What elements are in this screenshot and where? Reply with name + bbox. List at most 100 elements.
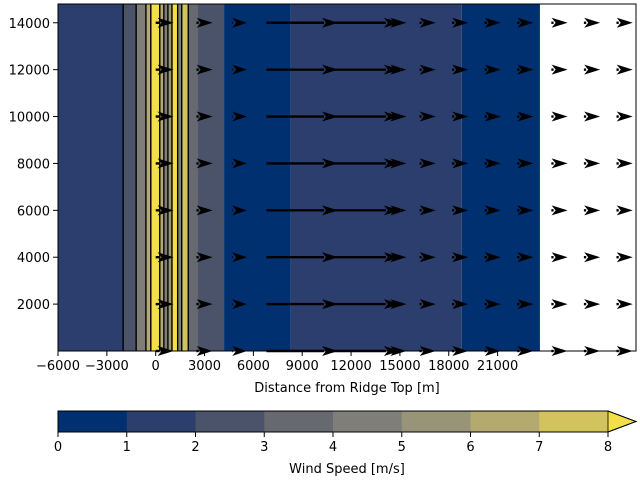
wind-vector-arrow (583, 17, 601, 28)
colorbar-segment (58, 411, 128, 432)
colorbar-segment (195, 411, 265, 432)
wind-vector-arrow (155, 299, 174, 310)
wind-vector-arrow (484, 64, 501, 75)
wind-speed-band (224, 4, 291, 351)
y-tick-label: 8000 (17, 157, 50, 172)
wind-speed-band (136, 4, 146, 351)
x-tick-label: 15000 (379, 359, 420, 374)
colorbar-tick-label: 3 (260, 440, 268, 455)
y-tick-label: 12000 (9, 64, 50, 79)
wind-vector-arrow (452, 64, 469, 75)
wind-vector-arrow (551, 158, 568, 169)
wind-vector-arrow (232, 64, 247, 75)
wind-vector-arrow (232, 158, 247, 169)
wind-vector-arrow (517, 299, 534, 310)
wind-vector-arrow (616, 111, 633, 122)
wind-speed-band (171, 4, 178, 351)
wind-speed-band (198, 4, 225, 351)
colorbar-segment (401, 411, 471, 432)
colorbar-segment (470, 411, 540, 432)
x-axis: −6000 −3000 0 3000 6000 9000 12000 15000 18000 21… (36, 351, 518, 374)
wind-speed-field (58, 4, 540, 351)
wind-vector-arrow (583, 64, 601, 75)
colorbar-tick-label: 4 (329, 440, 337, 455)
x-tick-label: 18000 (428, 359, 469, 374)
wind-vector-arrow (484, 205, 501, 216)
colorbar-label: Wind Speed [m/s] (289, 462, 405, 477)
wind-speed-band (145, 4, 151, 351)
wind-speed-band (58, 4, 124, 351)
x-tick-label: 0 (152, 359, 160, 374)
y-tick-label: 14000 (9, 17, 50, 32)
wind-vector-arrow (583, 158, 601, 169)
wind-vector-arrow (616, 64, 633, 75)
colorbar-tick-label: 1 (123, 440, 131, 455)
wind-speed-band (163, 4, 168, 351)
wind-vector-arrow (419, 205, 436, 216)
wind-vector-arrow (390, 64, 407, 75)
wind-vector-arrow (232, 17, 247, 28)
x-tick-label: 21000 (477, 359, 518, 374)
wind-vector-arrow (419, 111, 436, 122)
wind-vector-arrow (419, 64, 436, 75)
wind-speed-band (123, 4, 137, 351)
colorbar-tick-label: 2 (191, 440, 199, 455)
wind-vector-arrow (551, 111, 568, 122)
wind-speed-band (188, 4, 199, 351)
colorbar-segment (333, 411, 403, 432)
wind-vector-arrow (484, 158, 501, 169)
wind-vector-arrow (517, 205, 534, 216)
colorbar-extend-arrow (607, 410, 638, 433)
wind-vector-arrow (616, 17, 633, 28)
wind-vector-arrow (616, 205, 633, 216)
wind-vector-field (155, 17, 633, 356)
wind-speed-band (461, 4, 540, 351)
y-tick-label: 10000 (9, 111, 50, 126)
x-tick-label: 12000 (330, 359, 371, 374)
wind-vector-arrow (390, 205, 407, 216)
wind-vector-arrow (616, 158, 633, 169)
wind-vector-arrow (484, 252, 501, 263)
wind-vector-arrow (517, 111, 534, 122)
wind-vector-arrow (551, 17, 568, 28)
wind-vector-arrow (583, 299, 601, 310)
x-tick-label: −3000 (85, 359, 129, 374)
x-tick-label: 3000 (188, 359, 221, 374)
wind-vector-arrow (452, 205, 469, 216)
wind-vector-arrow (390, 158, 407, 169)
wind-vector-arrow (616, 299, 633, 310)
wind-vector-arrow (155, 205, 174, 216)
colorbar-segment (126, 411, 196, 432)
colorbar-segments (58, 411, 609, 432)
wind-vector-arrow (484, 17, 501, 28)
colorbar-outline (57, 410, 638, 433)
wind-vector-arrow (232, 252, 247, 263)
wind-vector-arrow (196, 158, 213, 169)
wind-vector-arrow (517, 17, 534, 28)
wind-vector-arrow (583, 111, 601, 122)
colorbar-tick-label: 7 (535, 440, 543, 455)
wind-vector-arrow (452, 158, 469, 169)
wind-speed-band (167, 4, 172, 351)
wind-vector-arrow (583, 252, 601, 263)
x-tick-label: 9000 (286, 359, 319, 374)
wind-vector-arrow (155, 158, 174, 169)
wind-speed-band (290, 4, 462, 351)
wind-vector-arrow (551, 64, 568, 75)
x-tick-label: −6000 (36, 359, 80, 374)
wind-vector-arrow (155, 111, 174, 122)
colorbar-tick-label: 0 (54, 440, 62, 455)
wind-vector-arrow (551, 205, 568, 216)
wind-vector-arrow (196, 111, 213, 122)
wind-vector-arrow (419, 158, 436, 169)
wind-vector-arrow (484, 299, 501, 310)
wind-vector-arrow (517, 64, 534, 75)
wind-speed-band (181, 4, 189, 351)
wind-vector-arrow (196, 299, 213, 310)
wind-vector-arrow (155, 252, 174, 263)
wind-vector-arrow (583, 205, 601, 216)
contour-lines (122, 4, 189, 351)
y-tick-label: 2000 (17, 298, 50, 313)
wind-vector-arrow (452, 299, 469, 310)
